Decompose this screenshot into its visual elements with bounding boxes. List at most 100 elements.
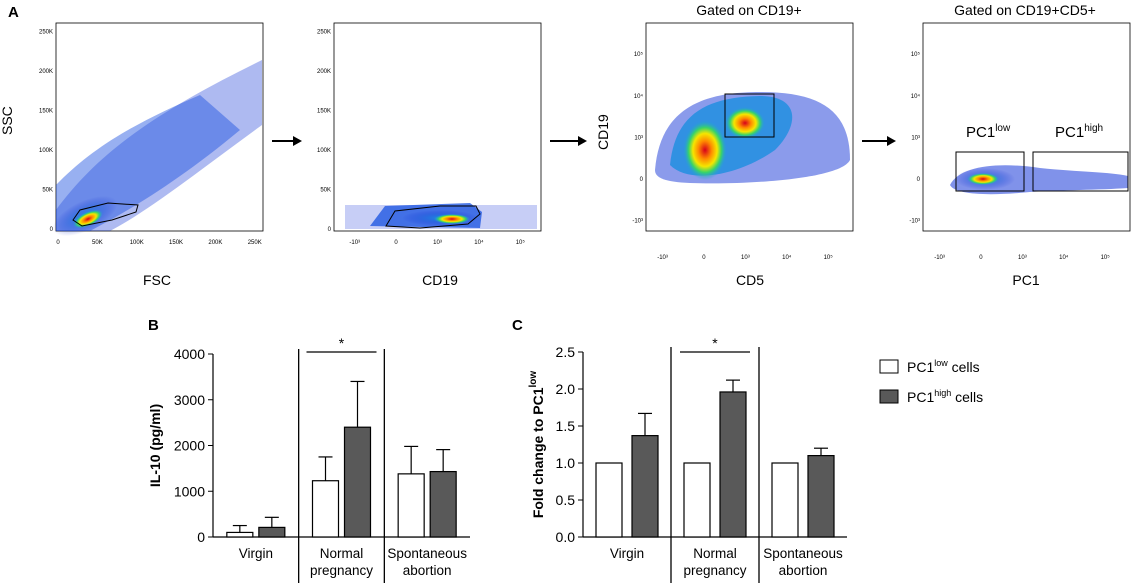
y-tick-label: 100K bbox=[39, 148, 53, 154]
y-tick-label: 250K bbox=[317, 29, 331, 35]
x-tick-label: -10³ bbox=[657, 255, 668, 261]
y-tick-label: 200K bbox=[317, 69, 331, 75]
panel-letter-a: A bbox=[8, 4, 19, 21]
bar bbox=[596, 463, 622, 537]
flow-plot-pc1: Gated on CD19+CD5+ PC1low PC1high -10³ 0 1… bbox=[909, 2, 1130, 288]
plot-title: Gated on CD19+CD5+ bbox=[954, 2, 1096, 18]
x-tick-label: 100K bbox=[130, 240, 144, 246]
significance-star: * bbox=[712, 335, 718, 351]
flow-plot-cd5-cd19: Gated on CD19+ -10³ 0 10³ 10⁴ 10⁵ -10³ 0 10³ 10… bbox=[595, 2, 853, 288]
bar bbox=[632, 436, 658, 537]
flow-arrow bbox=[272, 136, 302, 146]
group-label: abortion bbox=[403, 563, 452, 578]
bar-chart-b: 0 1000 2000 3000 4000 IL-10 (pg/ml) Virgin Norm… bbox=[147, 335, 470, 583]
x-tick-label: 10⁴ bbox=[1059, 254, 1069, 261]
x-tick-label: 10³ bbox=[433, 240, 442, 246]
y-tick-label: 4000 bbox=[174, 346, 205, 362]
y-tick-label: 3000 bbox=[174, 392, 205, 408]
x-tick-label: -10³ bbox=[934, 255, 945, 261]
panel-letter-b: B bbox=[148, 317, 159, 334]
y-tick-label: 10⁴ bbox=[911, 93, 921, 100]
y-tick-label: 10⁵ bbox=[911, 51, 921, 58]
group-label: abortion bbox=[779, 563, 828, 578]
x-tick-label: 10³ bbox=[741, 255, 750, 261]
flow-plot-fsc-ssc: 0 50K 100K 150K 200K 250K 0 50K 100K 150K 200K 250… bbox=[0, 23, 263, 288]
x-axis-label: PC1 bbox=[1012, 272, 1039, 288]
bar bbox=[345, 427, 371, 537]
significance-star: * bbox=[339, 335, 345, 351]
y-tick-label: -10³ bbox=[909, 219, 920, 225]
y-tick-label: 100K bbox=[317, 148, 331, 154]
y-axis-label: Fold change to PC1low bbox=[528, 371, 546, 519]
group-label: Virgin bbox=[239, 546, 273, 561]
x-tick-label: 150K bbox=[169, 240, 183, 246]
bar bbox=[227, 532, 253, 537]
group-label: Normal bbox=[320, 546, 364, 561]
y-tick-label: 250K bbox=[39, 29, 53, 35]
y-tick-label: 0 bbox=[197, 529, 205, 545]
flow-plot-cd19: 0 50K 100K 150K 200K 250K -10³ 0 10³ 10⁴ 10⁵ CD19 bbox=[317, 23, 541, 288]
y-tick-label: 50K bbox=[42, 187, 53, 193]
y-tick-label: 10⁵ bbox=[634, 51, 644, 58]
group-label: Virgin bbox=[610, 546, 644, 561]
x-tick-label: 0 bbox=[702, 255, 706, 261]
y-axis-label: CD19 bbox=[595, 114, 611, 150]
flow-arrow bbox=[862, 136, 896, 146]
bar bbox=[398, 474, 424, 537]
y-tick-label: 2.0 bbox=[556, 381, 576, 397]
y-tick-label: 150K bbox=[317, 108, 331, 114]
x-axis-label: FSC bbox=[143, 272, 171, 288]
figure: A B C 0 50K 100K 150K 200K 250K 0 50K 100K 150K 2… bbox=[0, 0, 1133, 583]
x-tick-label: 0 bbox=[979, 255, 983, 261]
y-tick-label: 0 bbox=[917, 177, 921, 183]
bar bbox=[684, 463, 710, 537]
x-tick-label: 10³ bbox=[1018, 255, 1027, 261]
plot-frame bbox=[334, 23, 541, 231]
legend-label-low: PC1low cells bbox=[907, 358, 980, 375]
x-tick-label: 10⁵ bbox=[1101, 254, 1111, 261]
legend-swatch-low bbox=[880, 360, 898, 373]
bar bbox=[259, 527, 285, 537]
x-tick-label: 10⁵ bbox=[824, 254, 834, 261]
y-tick-label: 1.0 bbox=[556, 455, 576, 471]
y-tick-label: 2.5 bbox=[556, 344, 576, 360]
x-axis-label: CD5 bbox=[736, 272, 764, 288]
group-label: Normal bbox=[693, 546, 737, 561]
y-tick-label: -10³ bbox=[632, 219, 643, 225]
y-tick-label: 200K bbox=[39, 69, 53, 75]
x-tick-label: 10⁴ bbox=[474, 239, 484, 246]
legend: PC1low cells PC1high cells bbox=[880, 358, 983, 405]
y-tick-label: 1.5 bbox=[556, 418, 576, 434]
bar-chart-c: 0.0 0.5 1.0 1.5 2.0 2.5 Fold change to PC1low V… bbox=[528, 335, 847, 583]
y-axis-label: IL-10 (pg/ml) bbox=[147, 404, 163, 487]
bar bbox=[772, 463, 798, 537]
y-tick-label: 0 bbox=[640, 177, 644, 183]
group-label: pregnancy bbox=[683, 563, 746, 578]
y-tick-label: 10³ bbox=[634, 135, 643, 141]
group-label: Spontaneous bbox=[387, 546, 467, 561]
group-label: pregnancy bbox=[310, 563, 373, 578]
y-tick-label: 1000 bbox=[174, 483, 205, 499]
x-tick-label: 0 bbox=[56, 240, 60, 246]
y-tick-label: 10⁴ bbox=[634, 93, 644, 100]
group-label: Spontaneous bbox=[763, 546, 843, 561]
flow-arrow bbox=[550, 136, 587, 146]
y-tick-label: 0 bbox=[328, 227, 332, 233]
x-tick-label: -10³ bbox=[349, 240, 360, 246]
bar bbox=[430, 472, 456, 537]
y-tick-label: 0.5 bbox=[556, 492, 576, 508]
x-tick-label: 200K bbox=[208, 240, 222, 246]
y-tick-label: 10³ bbox=[911, 135, 920, 141]
x-tick-label: 10⁴ bbox=[782, 254, 792, 261]
x-tick-label: 50K bbox=[92, 240, 103, 246]
legend-swatch-high bbox=[880, 390, 898, 403]
legend-label-high: PC1high cells bbox=[907, 388, 983, 405]
x-tick-label: 10⁵ bbox=[516, 239, 526, 246]
panel-letter-c: C bbox=[512, 317, 523, 334]
bar bbox=[313, 481, 339, 537]
y-tick-label: 50K bbox=[320, 187, 331, 193]
y-axis-label: SSC bbox=[0, 106, 15, 135]
y-tick-label: 2000 bbox=[174, 438, 205, 454]
y-tick-label: 0.0 bbox=[556, 529, 576, 545]
y-tick-label: 150K bbox=[39, 108, 53, 114]
